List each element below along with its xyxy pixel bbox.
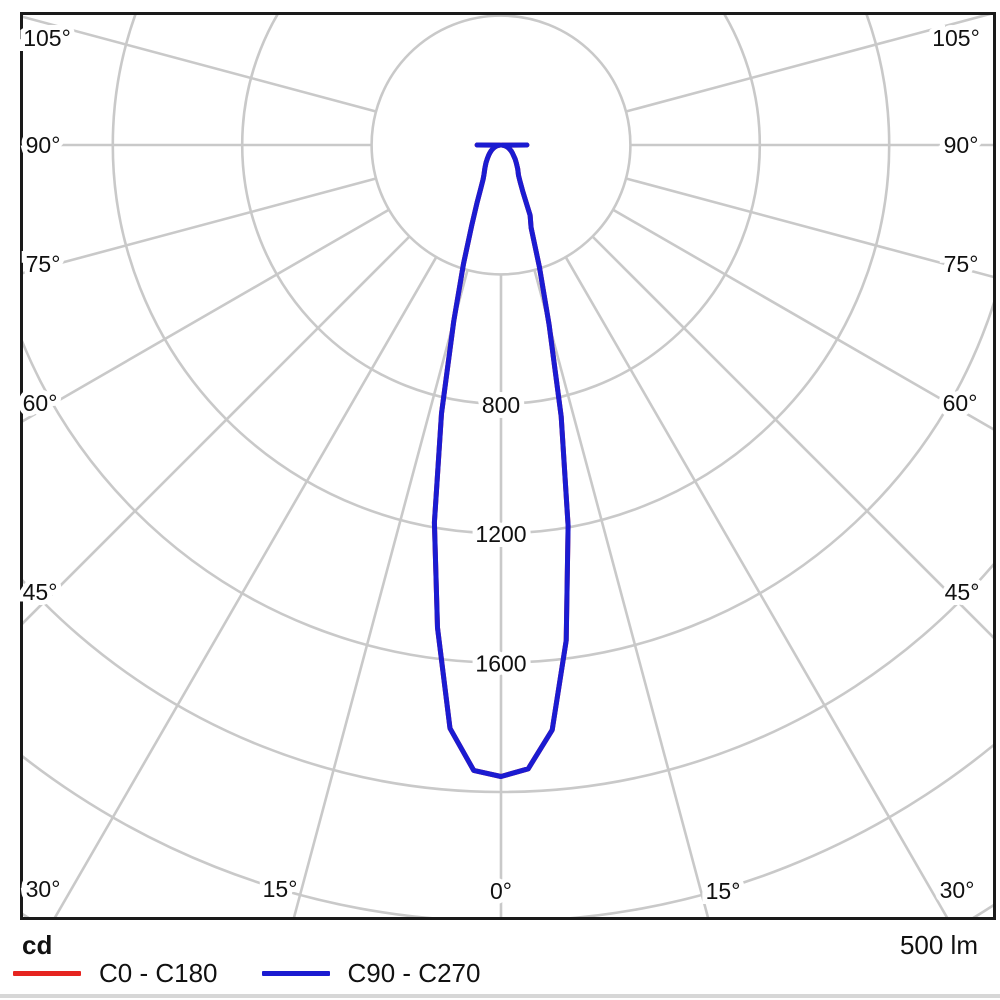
angle-label-left-60°: 60° [23,390,58,416]
angle-label-left-105°: 105° [23,25,71,51]
angle-label-right-105°: 105° [932,25,980,51]
angle-spoke-minus-45 [23,235,411,625]
angle-label-bottom-3: 15° [706,878,741,904]
angle-label-right-60°: 60° [943,390,978,416]
image-bottom-edge [0,994,1000,998]
angle-label-left-90°: 90° [26,132,61,158]
legend-label-c90-c270: C90 - C270 [347,958,481,988]
angle-spoke-60 [612,208,993,431]
legend-item-c90-c270: C90 - C270 [261,958,481,988]
angle-label-right-45°: 45° [945,579,980,605]
luminous-flux-label: 500 lm [899,930,978,960]
c90-c270-curve [431,142,571,779]
legend-item-c0-c180: C0 - C180 [13,960,218,986]
axis-labels: 800 1200 1600 105° 105° 90° 90° 75° 75° 60° 60° 45°… [18,20,985,909]
angle-spoke-minus-60 [23,208,390,423]
plot-border [20,12,996,920]
ring-label-1600: 1600 [475,651,526,677]
angle-label-bottom-4: 30° [940,877,975,903]
angle-spoke-75 [625,177,993,279]
angle-label-bottom-1: 15° [263,876,298,902]
c0-c180-line-swatch [13,970,81,976]
angle-spoke-minus-30 [53,256,438,918]
angle-spoke-105 [625,15,992,113]
angle-label-bottom-2: 0° [490,878,512,904]
angle-spoke-minus-105 [23,15,377,113]
legend: C0 - C180 C90 - C270 [13,960,480,986]
angle-spoke-minus-75 [23,177,377,275]
ring-label-800: 800 [482,392,520,418]
angle-label-bottom-0: 30° [26,876,61,902]
angle-label-left-45°: 45° [23,579,58,605]
ring-label-1200: 1200 [475,521,526,547]
angle-spoke-45 [591,235,993,639]
angle-label-right-90°: 90° [944,132,979,158]
angle-spoke-30 [564,256,949,918]
legend-label-c0-c180: C0 - C180 [99,958,218,988]
angle-spoke-15 [533,269,710,918]
angle-label-right-75°: 75° [944,251,979,277]
angle-spoke-minus-15 [292,269,469,918]
c90-c270-line-swatch [261,970,330,976]
angle-label-left-75°: 75° [26,251,61,277]
unit-label: cd [22,930,53,960]
